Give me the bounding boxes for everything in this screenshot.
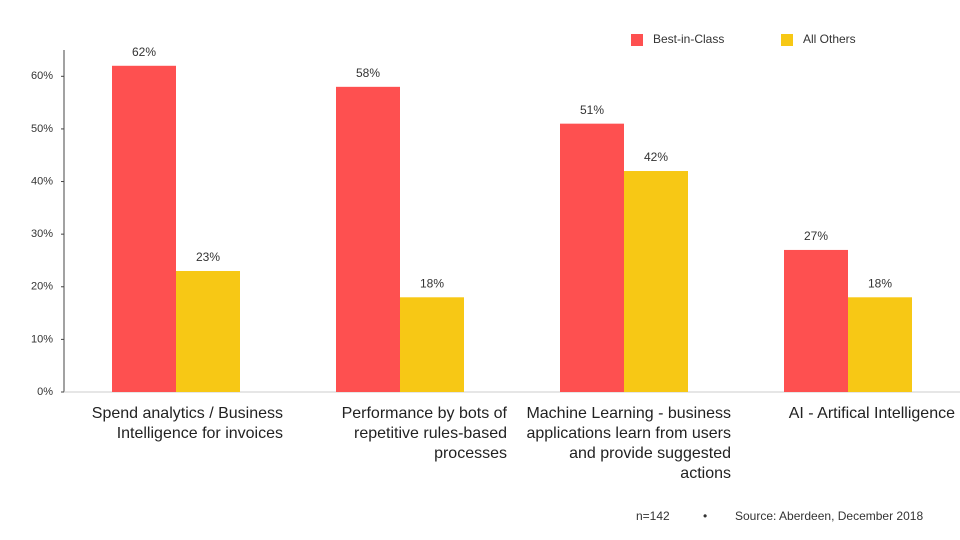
data-label: 18% bbox=[420, 276, 444, 290]
bar bbox=[112, 65, 176, 393]
bar bbox=[560, 123, 624, 393]
y-tick-label: 30% bbox=[31, 228, 53, 240]
footer-text: Source: Aberdeen, December 2018 bbox=[735, 509, 923, 523]
legend-label: All Others bbox=[803, 32, 856, 46]
data-label: 27% bbox=[804, 229, 828, 243]
bar bbox=[784, 249, 848, 392]
y-tick-label: 20% bbox=[31, 281, 53, 293]
x-tick-label: Spend analytics / Business Intelligence … bbox=[91, 405, 283, 442]
legend-label: Best-in-Class bbox=[653, 32, 724, 46]
bar bbox=[336, 86, 400, 392]
x-tick-label: AI - Artifical Intelligence bbox=[788, 405, 955, 422]
y-tick-label: 0% bbox=[37, 386, 53, 398]
bar bbox=[624, 171, 688, 392]
footer-text: • bbox=[703, 509, 707, 523]
y-tick-label: 60% bbox=[31, 70, 53, 82]
y-tick-label: 10% bbox=[31, 333, 53, 345]
bar bbox=[176, 270, 240, 392]
x-tick-label: Machine Learning - business applications… bbox=[526, 405, 731, 482]
bar bbox=[848, 297, 912, 392]
legend-swatch bbox=[781, 34, 793, 46]
data-label: 23% bbox=[196, 250, 220, 264]
footer-text: n=142 bbox=[636, 509, 670, 523]
legend-swatch bbox=[631, 34, 643, 46]
data-label: 51% bbox=[580, 103, 604, 117]
data-label: 58% bbox=[356, 66, 380, 80]
data-label: 42% bbox=[644, 150, 668, 164]
data-label: 18% bbox=[868, 276, 892, 290]
x-tick-label: Performance by bots of repetitive rules-… bbox=[341, 405, 507, 462]
data-label: 62% bbox=[132, 45, 156, 59]
bar bbox=[400, 297, 464, 392]
y-tick-label: 40% bbox=[31, 175, 53, 187]
y-tick-label: 50% bbox=[31, 123, 53, 135]
